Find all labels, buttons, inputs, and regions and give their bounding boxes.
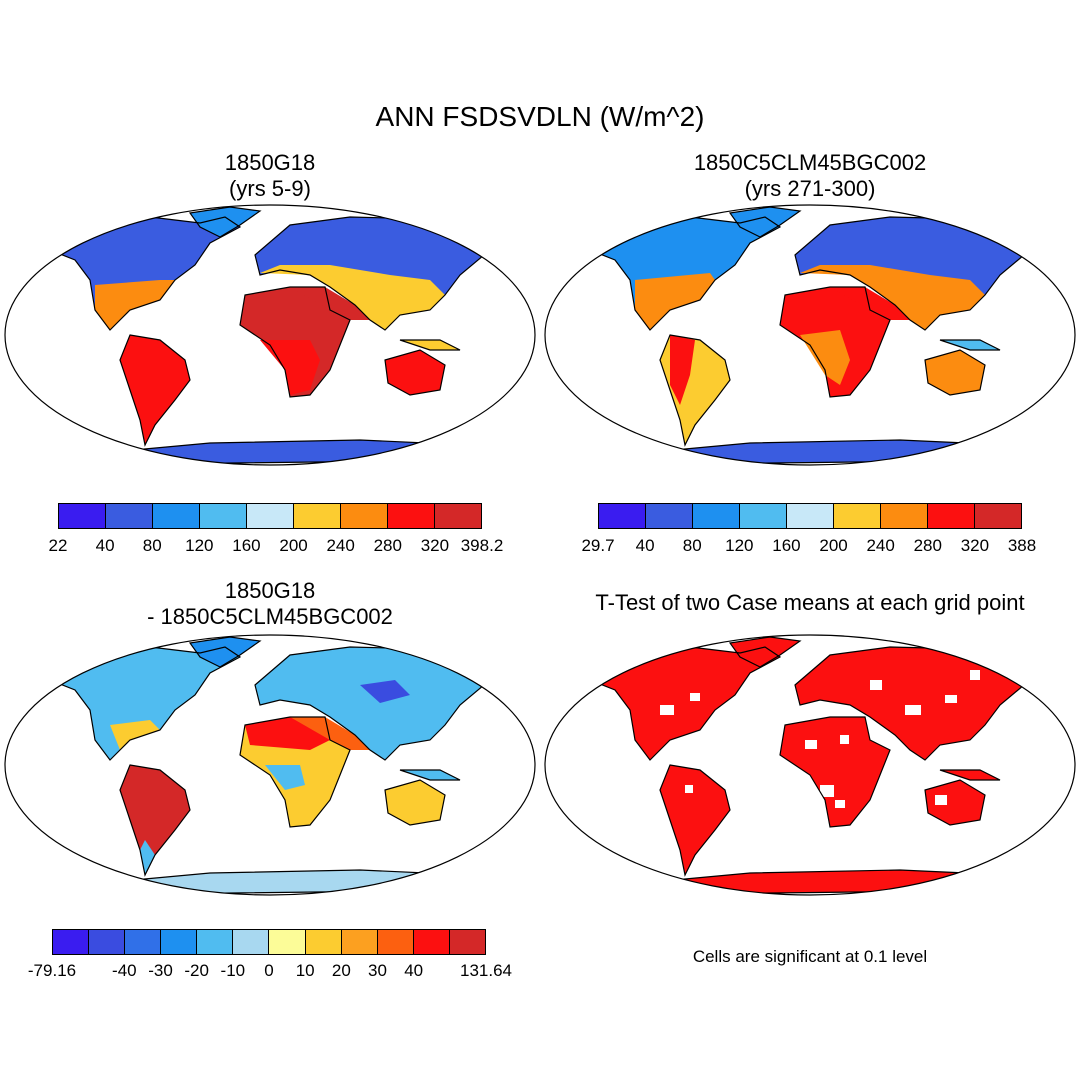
colorbar-1-box-0 bbox=[59, 504, 106, 528]
colorbar-1-box-6 bbox=[341, 504, 388, 528]
significance-note: Cells are significant at 0.1 level bbox=[692, 947, 928, 966]
colorbar-2-label-7: 280 bbox=[913, 536, 942, 555]
colorbar-3-box-11 bbox=[449, 930, 485, 954]
colorbar-3-label-7: 10 bbox=[295, 961, 315, 980]
map-panel-1 bbox=[4, 204, 536, 466]
colorbar-2-box-8 bbox=[975, 504, 1021, 528]
colorbar-3-box-4 bbox=[197, 930, 234, 954]
colorbar-1-label-8: 320 bbox=[420, 536, 450, 555]
colorbar-2-label-6: 240 bbox=[866, 536, 895, 555]
colorbar-1-label-9: 398.2 bbox=[460, 536, 504, 555]
map-panel-4 bbox=[544, 634, 1076, 896]
panel2-title-line2: (yrs 271-300) bbox=[744, 176, 876, 201]
colorbar-2-box-5 bbox=[834, 504, 881, 528]
colorbar-3-label-10: 40 bbox=[404, 961, 424, 980]
colorbar-2-box-7 bbox=[928, 504, 975, 528]
colorbar-3-label-8: 20 bbox=[331, 961, 351, 980]
colorbar-2-box-3 bbox=[740, 504, 787, 528]
colorbar-3-label-3: -30 bbox=[148, 961, 173, 980]
colorbar-panel-3 bbox=[52, 929, 486, 955]
colorbar-2-label-2: 80 bbox=[682, 536, 702, 555]
panel3-title-line1: 1850G18 bbox=[224, 578, 316, 603]
colorbar-2-box-6 bbox=[881, 504, 928, 528]
colorbar-1-label-7: 280 bbox=[373, 536, 402, 555]
colorbar-3-box-1 bbox=[89, 930, 126, 954]
panel2-title-line1: 1850C5CLM45BGC002 bbox=[693, 150, 927, 175]
colorbar-2-label-8: 320 bbox=[960, 536, 990, 555]
colorbar-3-box-8 bbox=[341, 930, 378, 954]
colorbar-1-box-4 bbox=[247, 504, 294, 528]
colorbar-3-label-0: -79.16 bbox=[27, 961, 77, 980]
colorbar-1-box-7 bbox=[388, 504, 435, 528]
panel3-title-line2: - 1850C5CLM45BGC002 bbox=[147, 604, 393, 629]
colorbar-3-box-10 bbox=[413, 930, 450, 954]
colorbar-1-label-1: 40 bbox=[95, 536, 115, 555]
colorbar-1-box-3 bbox=[200, 504, 247, 528]
colorbar-2-box-1 bbox=[646, 504, 693, 528]
panel1-title-line1: 1850G18 bbox=[224, 150, 316, 175]
colorbar-1-box-1 bbox=[106, 504, 153, 528]
colorbar-2-label-4: 160 bbox=[772, 536, 801, 555]
colorbar-3-label-6: 0 bbox=[264, 961, 274, 980]
colorbar-1-box-2 bbox=[153, 504, 200, 528]
colorbar-3-box-6 bbox=[269, 930, 306, 954]
colorbar-3-box-3 bbox=[161, 930, 198, 954]
colorbar-2-label-5: 200 bbox=[819, 536, 848, 555]
colorbar-2-box-0 bbox=[599, 504, 646, 528]
colorbar-3-label-5: -10 bbox=[220, 961, 246, 980]
colorbar-3-box-2 bbox=[125, 930, 162, 954]
colorbar-3-label-12: 131.64 bbox=[460, 961, 512, 980]
colorbar-2-label-1: 40 bbox=[635, 536, 655, 555]
colorbar-2-label-3: 120 bbox=[725, 536, 754, 555]
colorbar-1-label-6: 240 bbox=[326, 536, 355, 555]
colorbar-2-label-9: 388 bbox=[1007, 536, 1037, 555]
panel1-title-line2: (yrs 5-9) bbox=[229, 176, 311, 201]
colorbar-2-label-0: 29.7 bbox=[581, 536, 615, 555]
colorbar-1-label-4: 160 bbox=[232, 536, 261, 555]
colorbar-3-box-9 bbox=[377, 930, 414, 954]
colorbar-1-box-8 bbox=[435, 504, 481, 528]
colorbar-panel-2 bbox=[598, 503, 1022, 529]
colorbar-2-box-2 bbox=[693, 504, 740, 528]
panel4-title: T-Test of two Case means at each grid po… bbox=[595, 590, 1025, 615]
colorbar-1-box-5 bbox=[294, 504, 341, 528]
colorbar-1-label-0: 22 bbox=[48, 536, 68, 555]
colorbar-1-label-2: 80 bbox=[142, 536, 162, 555]
colorbar-3-label-4: -20 bbox=[184, 961, 209, 980]
colorbar-panel-1 bbox=[58, 503, 482, 529]
colorbar-3-label-9: 30 bbox=[368, 961, 387, 980]
colorbar-1-label-5: 200 bbox=[279, 536, 308, 555]
colorbar-1-label-3: 120 bbox=[185, 536, 214, 555]
colorbar-3-box-5 bbox=[233, 930, 270, 954]
colorbar-3-box-0 bbox=[53, 930, 90, 954]
colorbar-2-box-4 bbox=[787, 504, 834, 528]
map-panel-2 bbox=[544, 204, 1076, 466]
colorbar-3-label-2: -40 bbox=[112, 961, 137, 980]
colorbar-3-box-7 bbox=[305, 930, 342, 954]
map-panel-3 bbox=[4, 634, 536, 896]
figure-title: ANN FSDSVDLN (W/m^2) bbox=[375, 101, 705, 132]
